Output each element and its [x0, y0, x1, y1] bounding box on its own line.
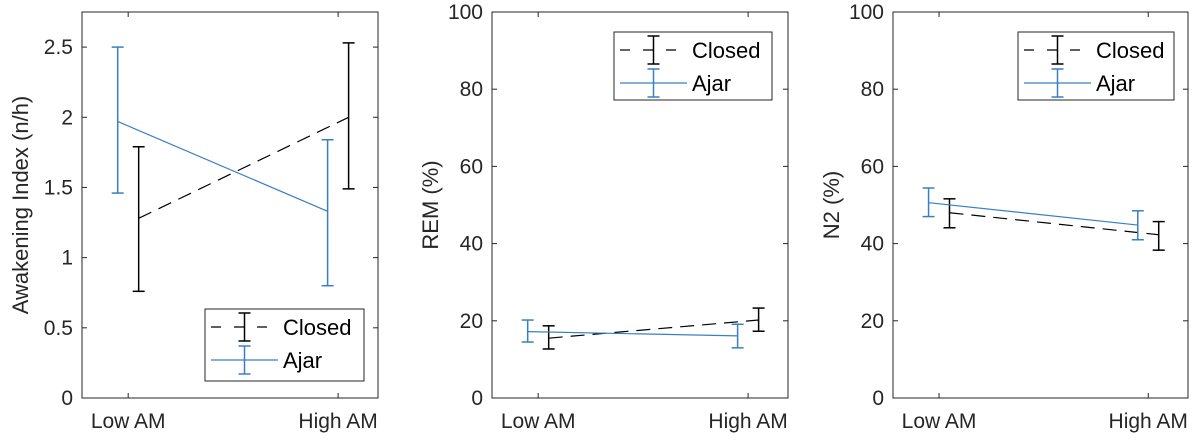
- legend-label: Closed: [692, 38, 760, 63]
- y-tick-label: 60: [460, 155, 483, 178]
- legend: Closed Ajar: [205, 309, 364, 381]
- x-tick-label: High AM: [298, 410, 377, 433]
- y-tick-label: 2: [61, 106, 73, 129]
- legend-label: Ajar: [1096, 71, 1135, 96]
- y-tick-label: 1: [61, 247, 73, 270]
- y-tick-label: 20: [861, 310, 884, 333]
- legend-label: Closed: [1096, 38, 1164, 63]
- y-tick-label: 0: [61, 387, 73, 410]
- y-tick-label: 80: [861, 78, 884, 101]
- x-tick-label: Low AM: [902, 410, 977, 433]
- y-tick-label: 40: [861, 233, 884, 256]
- y-tick-label: 2.5: [44, 36, 73, 59]
- y-axis-label: Awakening Index (n/h): [8, 96, 33, 315]
- x-tick-label: Low AM: [91, 410, 166, 433]
- chart-panel-1: 0 0.5 1 1.5 2 2.5 Low AM High AM Awakening Index…: [8, 12, 378, 433]
- y-tick-label: 1.5: [44, 176, 73, 199]
- y-tick-label: 100: [448, 1, 483, 24]
- y-axis-label: N2 (%): [819, 171, 844, 239]
- y-tick-label: 0: [471, 387, 483, 410]
- chart-panel-3: 0 20 40 60 80 100 Low AM High AM N2 (%) Closed Aja…: [819, 1, 1188, 433]
- y-tick-label: 0: [872, 387, 884, 410]
- y-tick-label: 60: [861, 155, 884, 178]
- x-tick-label: High AM: [708, 410, 787, 433]
- legend-label: Ajar: [692, 71, 731, 96]
- chart-panel-2: 0 20 40 60 80 100 Low AM High AM REM (%) Closed Aj…: [418, 1, 788, 433]
- legend-label: Ajar: [283, 348, 322, 373]
- y-tick-label: 0.5: [44, 317, 73, 340]
- x-tick-label: High AM: [1109, 410, 1188, 433]
- y-tick-label: 40: [460, 233, 483, 256]
- y-axis-label: REM (%): [418, 160, 443, 249]
- x-tick-label: Low AM: [501, 410, 576, 433]
- legend: Closed Ajar: [1018, 32, 1174, 100]
- y-tick-label: 80: [460, 78, 483, 101]
- y-tick-label: 20: [460, 310, 483, 333]
- y-tick-label: 100: [849, 1, 884, 24]
- legend: Closed Ajar: [614, 32, 772, 100]
- legend-label: Closed: [283, 315, 351, 340]
